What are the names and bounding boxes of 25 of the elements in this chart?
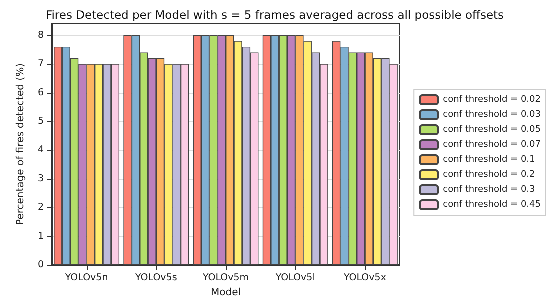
y-tick-label: 2 <box>38 202 44 214</box>
y-tick-label: 8 <box>38 30 44 41</box>
y-tick-label: 1 <box>38 230 44 242</box>
y-tick-label: 6 <box>38 87 44 98</box>
y-tick-label: 4 <box>38 144 44 156</box>
x-tick-label: YOLOv5s <box>134 272 178 284</box>
legend-label: conf threshold = 0.3 <box>443 185 536 195</box>
legend-label: conf threshold = 0.45 <box>443 200 541 210</box>
y-tick-label: 0 <box>38 260 44 270</box>
legend-label: conf threshold = 0.03 <box>443 110 541 120</box>
legend-label: conf threshold = 0.1 <box>443 155 536 165</box>
y-tick-label: 3 <box>38 173 44 184</box>
x-tick-label: YOLOv5x <box>342 272 387 284</box>
y-tick-label: 5 <box>38 116 44 128</box>
legend-label: conf threshold = 0.07 <box>443 140 541 150</box>
legend-label: conf threshold = 0.2 <box>443 170 536 180</box>
chart-title: Fires Detected per Model with s = 5 frames averaged across all possible offsets <box>46 8 504 22</box>
x-tick-label: YOLOv5l <box>274 272 316 284</box>
legend-label: conf threshold = 0.05 <box>443 125 541 135</box>
y-axis-title: Percentage of fires detected (%) <box>16 63 26 226</box>
x-axis-title: Model <box>210 287 242 298</box>
y-tick-label: 7 <box>38 58 44 70</box>
x-tick-label: YOLOv5m <box>202 272 250 284</box>
x-tick-label: YOLOv5n <box>64 272 108 284</box>
legend-label: conf threshold = 0.02 <box>443 95 541 105</box>
